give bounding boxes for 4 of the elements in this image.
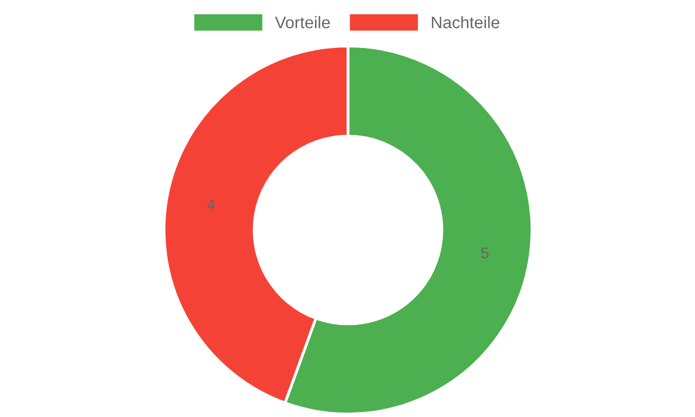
data-label: 5 bbox=[481, 248, 488, 258]
legend-label: Vorteile bbox=[275, 16, 330, 28]
legend-label: Nachteile bbox=[432, 16, 500, 28]
data-label: 4 bbox=[207, 199, 215, 210]
